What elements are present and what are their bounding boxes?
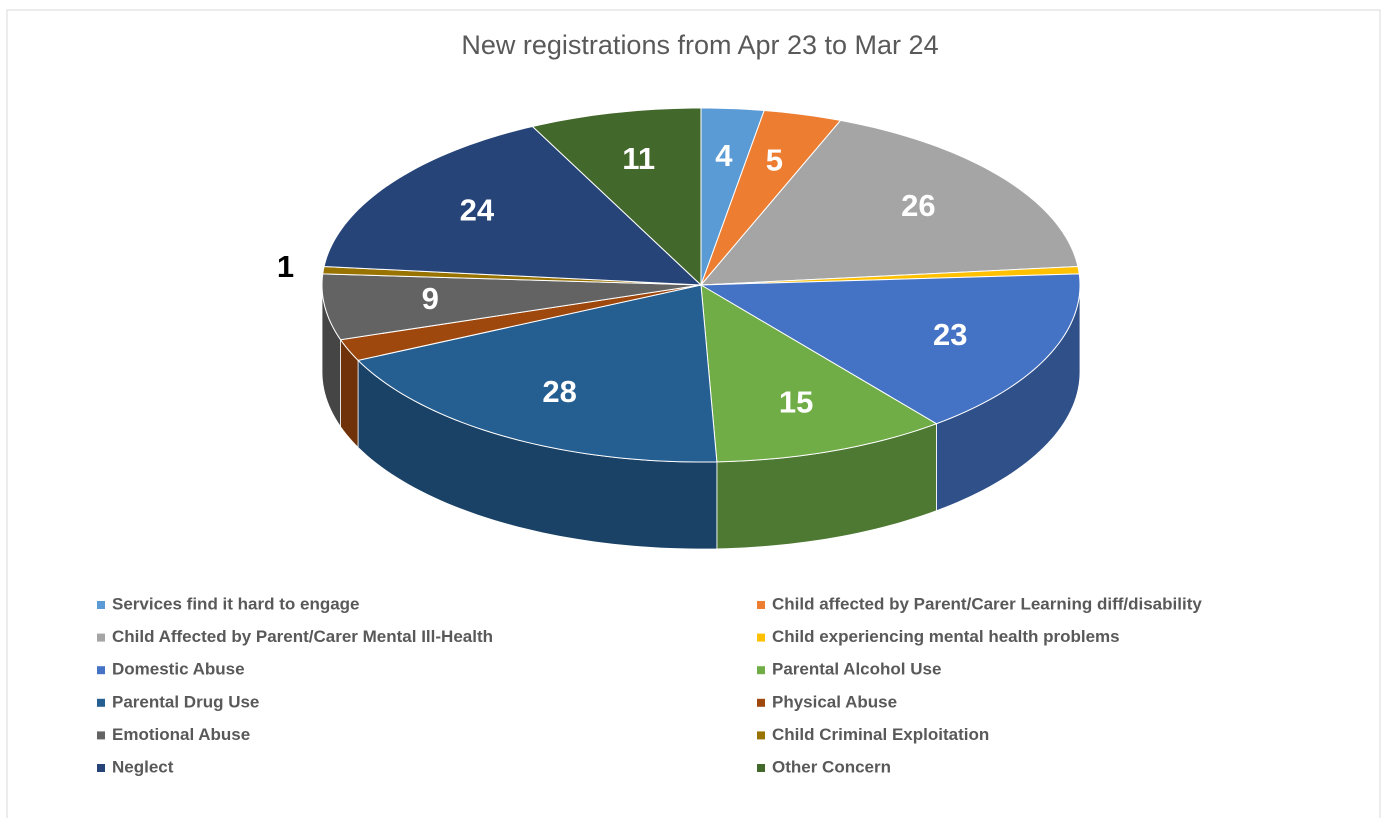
legend-label: Neglect xyxy=(112,757,174,776)
legend-label: Child affected by Parent/Carer Learning … xyxy=(772,594,1202,613)
legend-marker xyxy=(757,731,765,740)
data-label: 1 xyxy=(277,249,294,284)
legend-label: Physical Abuse xyxy=(772,692,897,711)
slice xyxy=(699,273,1081,425)
legend-marker xyxy=(97,764,105,772)
legend-label: Child experiencing mental health problem… xyxy=(772,627,1120,646)
legend-marker xyxy=(97,601,105,609)
legend-label: Other Concern xyxy=(772,757,891,776)
legend-marker xyxy=(757,601,765,609)
data-label: 28 xyxy=(542,374,576,409)
data-label: 9 xyxy=(422,281,439,316)
legend-marker xyxy=(97,633,105,642)
data-label: 23 xyxy=(933,317,967,352)
slice xyxy=(531,107,702,287)
legend-marker xyxy=(97,666,105,675)
data-label: 24 xyxy=(460,192,495,227)
legend-marker xyxy=(757,666,765,675)
legend-label: Child Criminal Exploitation xyxy=(772,725,989,744)
legend-marker xyxy=(757,633,765,642)
legend-marker xyxy=(757,764,765,772)
legend-label: Parental Alcohol Use xyxy=(772,660,941,679)
data-label: 15 xyxy=(779,385,813,420)
data-label: 26 xyxy=(901,188,935,223)
slice xyxy=(700,109,842,286)
slice xyxy=(700,284,938,463)
data-label: 11 xyxy=(622,141,655,176)
legend-label: Parental Drug Use xyxy=(112,692,259,711)
data-label: 5 xyxy=(766,142,783,177)
legend-label: Child Affected by Parent/Carer Mental Il… xyxy=(112,627,493,646)
legend-label: Domestic Abuse xyxy=(112,660,245,679)
legend-marker xyxy=(97,698,105,707)
slice xyxy=(357,284,718,463)
legend-marker xyxy=(97,731,105,740)
chart-title: New registrations from Apr 23 to Mar 24 xyxy=(461,30,938,60)
slice xyxy=(321,273,702,341)
slice xyxy=(339,284,702,361)
legend-label: Emotional Abuse xyxy=(112,725,250,744)
legend-label: Services find it hard to engage xyxy=(112,594,360,613)
data-label: 4 xyxy=(715,138,733,173)
legend-marker xyxy=(757,698,765,707)
slice xyxy=(323,125,703,286)
slice xyxy=(699,119,1079,286)
